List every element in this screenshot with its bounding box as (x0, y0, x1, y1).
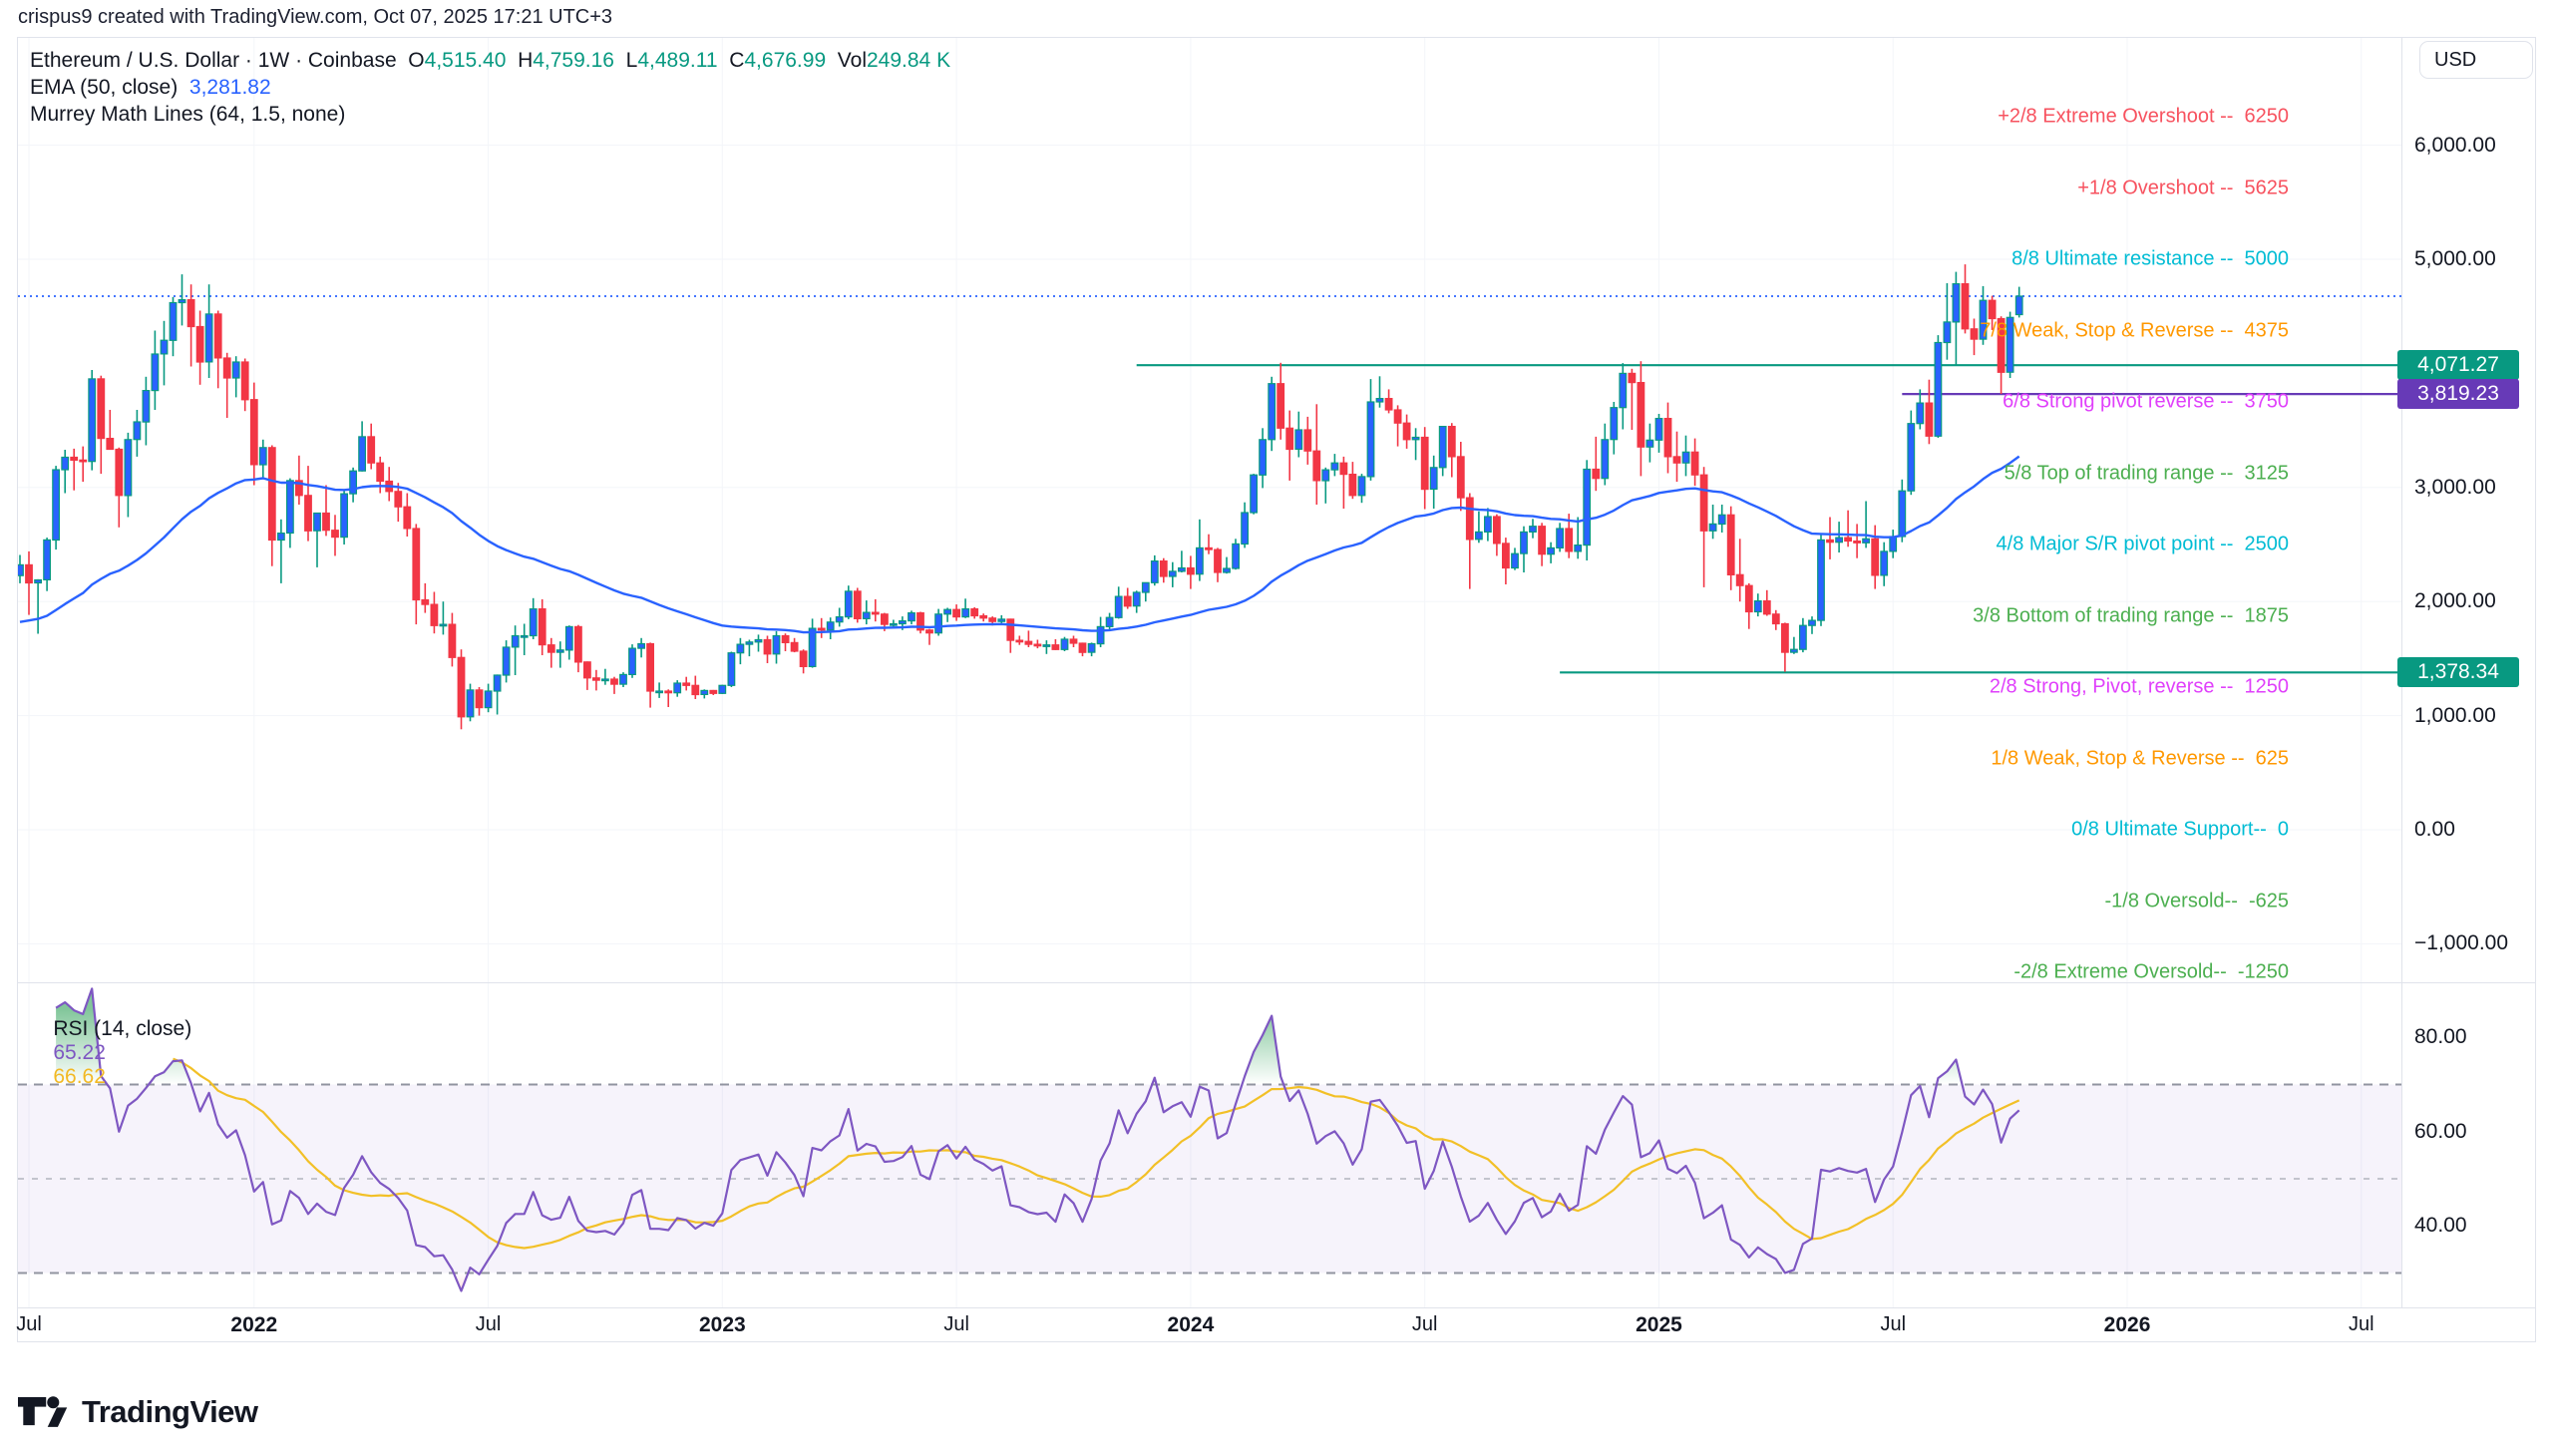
ohlc-low: L4,489.11 (625, 49, 718, 72)
ema-label: EMA (50, close) (30, 76, 179, 99)
currency-button[interactable]: USD (2419, 41, 2533, 79)
time-axis-divider (18, 1307, 2536, 1308)
tradingview-logo: TradingView (18, 1392, 258, 1432)
currency-label: USD (2434, 48, 2477, 71)
attribution-watermark: crispus9 created with TradingView.com, O… (18, 6, 613, 28)
price-axis-tick: 1,000.00 (2414, 703, 2496, 727)
murrey-label: Murrey Math Lines (64, 1.5, none) (30, 103, 346, 126)
murrey-row: Murrey Math Lines (64, 1.5, none) (30, 101, 950, 128)
rsi-legend: RSI (14, close) 65.22 66.62 (30, 993, 203, 1113)
ema-row: EMA (50, close) 3,281.82 (30, 74, 950, 101)
price-axis[interactable]: 6,000.00 5,000.00 3,000.00 2,000.00 1,000.00… (2402, 38, 2552, 982)
time-axis-month-label: Jul (1411, 1313, 1438, 1335)
tradingview-logo-icon (18, 1396, 68, 1427)
tradingview-logo-text: TradingView (82, 1394, 258, 1429)
rsi-axis-tick: 60.00 (2414, 1119, 2467, 1143)
symbol-row: Ethereum / U.S. Dollar · 1W · Coinbase O… (30, 47, 950, 74)
legend: Ethereum / U.S. Dollar · 1W · Coinbase O… (30, 47, 950, 128)
ohlc-close: C4,676.99 (729, 49, 827, 72)
price-axis-tick: −1,000.00 (2414, 931, 2509, 955)
pane-divider-price-rsi[interactable] (18, 982, 2536, 983)
volume: Vol249.84 K (837, 49, 951, 72)
time-axis[interactable]: Jul 2022 Jul 2023 Jul 2024 Jul 2025 Jul 2026 Jul (0, 1307, 2553, 1347)
time-axis-month-label: Jul (943, 1313, 969, 1335)
symbol-title: Ethereum / U.S. Dollar · 1W · Coinbase (30, 49, 397, 72)
time-axis-year-label: 2024 (1167, 1313, 1215, 1336)
rsi-axis[interactable]: 80.00 60.00 40.00 (2402, 983, 2552, 1307)
time-axis-year-label: 2022 (230, 1313, 278, 1336)
time-axis-month-label: Jul (2349, 1313, 2374, 1335)
time-axis-month-label: Jul (16, 1313, 42, 1335)
price-axis-tick: 6,000.00 (2414, 133, 2496, 157)
price-axis-tick: 0.00 (2414, 818, 2455, 841)
rsi-axis-tick: 40.00 (2414, 1214, 2467, 1238)
time-axis-month-label: Jul (475, 1313, 502, 1335)
ohlc-open: O4,515.40 (408, 49, 507, 72)
rsi-label: RSI (14, close) (53, 1017, 192, 1040)
rsi-ma-value: 66.62 (53, 1065, 106, 1088)
time-axis-year-label: 2025 (1636, 1313, 1682, 1336)
ema-value: 3,281.82 (188, 76, 271, 99)
price-axis-tick: 5,000.00 (2414, 247, 2496, 270)
chart-widget-frame (17, 37, 2536, 1342)
price-axis-tick: 2,000.00 (2414, 589, 2496, 613)
time-axis-month-label: Jul (1880, 1313, 1907, 1335)
time-axis-year-label: 2023 (698, 1313, 746, 1336)
ohlc-high: H4,759.16 (518, 49, 614, 72)
rsi-value: 65.22 (53, 1041, 106, 1064)
time-axis-year-label: 2026 (2103, 1313, 2151, 1336)
price-axis-tick: 3,000.00 (2414, 475, 2496, 499)
rsi-axis-tick: 80.00 (2414, 1025, 2467, 1049)
